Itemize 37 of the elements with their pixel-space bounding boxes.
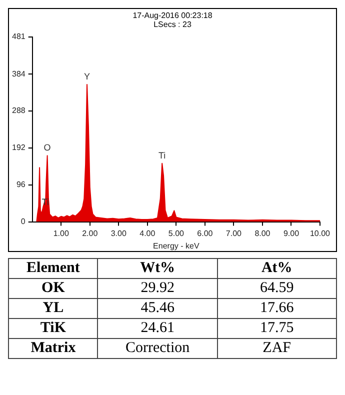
x-tick-label: 2.00 <box>82 228 98 238</box>
x-tick-label: 7.00 <box>226 228 242 238</box>
annotation: O <box>44 142 51 153</box>
text: OK <box>8 278 98 298</box>
y-tick-label: 481 <box>12 32 26 42</box>
text: TiK <box>8 318 98 338</box>
x-tick-label: 5.00 <box>168 228 185 238</box>
text: At% <box>217 258 336 278</box>
y-tick-label: 96 <box>16 180 26 190</box>
x-axis-title: Energy - keV <box>153 241 200 250</box>
x-tick-label: 8.00 <box>254 228 271 238</box>
text: 17.66 <box>217 298 336 318</box>
y-tick-label: 288 <box>12 106 26 116</box>
text: YL <box>8 298 98 318</box>
x-tick-label: 9.00 <box>283 228 300 238</box>
x-tick-label: 6.00 <box>197 228 214 238</box>
annotation: Ti <box>158 150 166 160</box>
annotation: Y <box>84 71 90 82</box>
x-tick-label: 4.00 <box>140 228 156 238</box>
x-tick-label: 1.00 <box>53 228 70 238</box>
text: 17-Aug-2016 00:23:18 <box>132 11 212 20</box>
text: 17.75 <box>217 318 336 338</box>
text: Wt% <box>98 258 218 278</box>
text: Matrix <box>8 338 98 358</box>
y-tick-label: 192 <box>12 143 26 152</box>
text: 64.59 <box>217 278 336 298</box>
text: 29.92 <box>98 278 218 298</box>
text: Element <box>8 258 98 278</box>
x-tick-label: 3.00 <box>110 228 127 238</box>
text: ZAF <box>217 338 336 358</box>
x-tick-label: 10.00 <box>310 228 331 238</box>
y-tick-label: 0 <box>20 217 26 226</box>
text: Correction <box>98 338 218 358</box>
y-tick-label: 384 <box>12 69 26 78</box>
text: 45.46 <box>98 298 218 318</box>
text: LSecs : 23 <box>154 20 192 29</box>
text: 24.61 <box>98 318 218 338</box>
